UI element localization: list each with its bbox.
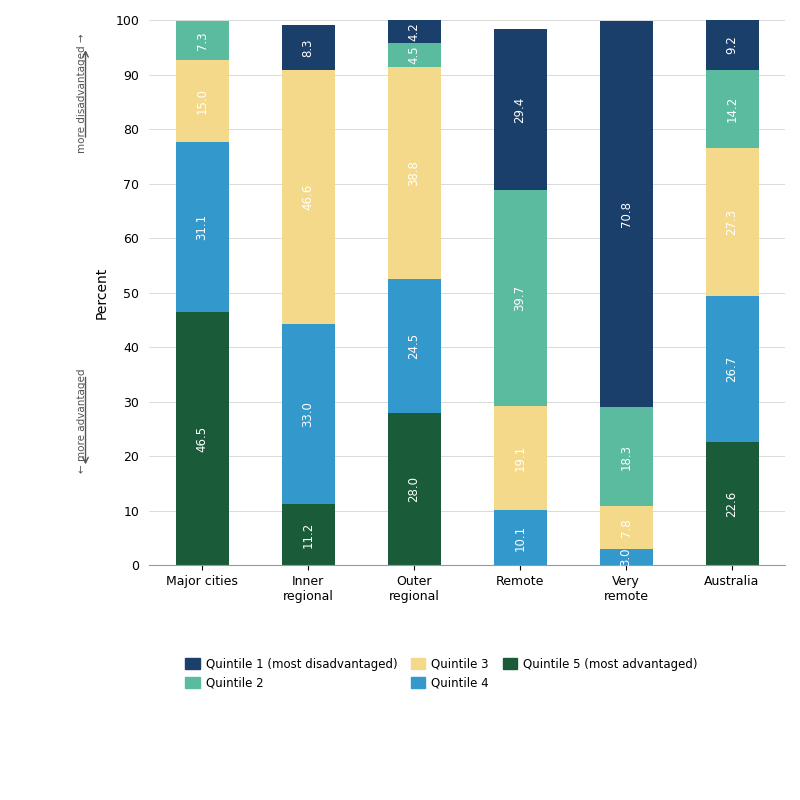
- Text: 26.7: 26.7: [726, 356, 738, 382]
- Y-axis label: Percent: Percent: [94, 266, 109, 318]
- Bar: [175, 312, 229, 566]
- Text: 24.5: 24.5: [407, 333, 421, 359]
- Text: more disadvantaged →: more disadvantaged →: [78, 34, 87, 154]
- Bar: [706, 20, 758, 70]
- Text: 29.4: 29.4: [514, 96, 526, 122]
- Bar: [282, 25, 334, 70]
- Bar: [175, 60, 229, 142]
- Text: 10.1: 10.1: [514, 525, 526, 551]
- Bar: [282, 504, 334, 566]
- Text: 14.2: 14.2: [726, 96, 738, 122]
- Bar: [387, 20, 441, 43]
- Text: 7.8: 7.8: [619, 518, 633, 537]
- Bar: [494, 406, 546, 510]
- Text: 27.3: 27.3: [726, 209, 738, 235]
- Text: 4.2: 4.2: [407, 22, 421, 41]
- Bar: [599, 549, 653, 566]
- Bar: [706, 148, 758, 297]
- Bar: [706, 442, 758, 566]
- Legend: Quintile 1 (most disadvantaged), Quintile 2, Quintile 3, Quintile 4, Quintile 5 : Quintile 1 (most disadvantaged), Quintil…: [181, 653, 702, 694]
- Bar: [282, 324, 334, 504]
- Text: 38.8: 38.8: [407, 160, 421, 186]
- Text: 31.1: 31.1: [195, 214, 209, 240]
- Text: 46.6: 46.6: [302, 184, 314, 210]
- Text: 11.2: 11.2: [302, 522, 314, 548]
- Bar: [387, 413, 441, 566]
- Text: 7.3: 7.3: [195, 31, 209, 50]
- Text: 19.1: 19.1: [514, 445, 526, 471]
- Bar: [706, 297, 758, 442]
- Text: 3.0: 3.0: [619, 548, 633, 566]
- Text: 28.0: 28.0: [407, 476, 421, 502]
- Bar: [175, 21, 229, 60]
- Bar: [387, 67, 441, 279]
- Text: 8.3: 8.3: [302, 38, 314, 57]
- Bar: [282, 70, 334, 324]
- Bar: [599, 21, 653, 406]
- Text: 9.2: 9.2: [726, 36, 738, 54]
- Bar: [494, 510, 546, 566]
- Bar: [387, 279, 441, 413]
- Bar: [599, 406, 653, 506]
- Text: 4.5: 4.5: [407, 46, 421, 65]
- Bar: [387, 43, 441, 67]
- Bar: [706, 70, 758, 148]
- Text: 15.0: 15.0: [195, 88, 209, 114]
- Text: ← more advantaged: ← more advantaged: [78, 369, 87, 473]
- Bar: [494, 30, 546, 190]
- Bar: [175, 142, 229, 312]
- Bar: [599, 506, 653, 549]
- Text: 18.3: 18.3: [619, 443, 633, 470]
- Text: 46.5: 46.5: [195, 426, 209, 452]
- Text: 22.6: 22.6: [726, 490, 738, 517]
- Text: 33.0: 33.0: [302, 402, 314, 427]
- Text: 39.7: 39.7: [514, 285, 526, 311]
- Bar: [494, 190, 546, 406]
- Text: 70.8: 70.8: [619, 201, 633, 226]
